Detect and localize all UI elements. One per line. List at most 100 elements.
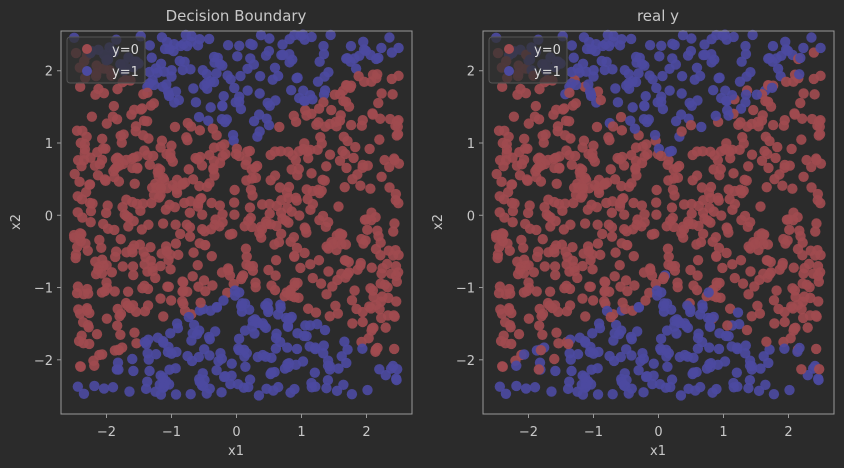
point-y0 bbox=[797, 278, 808, 289]
point-y1 bbox=[635, 355, 646, 367]
point-y1 bbox=[322, 375, 334, 386]
point-y0 bbox=[337, 145, 348, 157]
point-y0 bbox=[538, 137, 549, 148]
point-y1 bbox=[586, 364, 597, 375]
point-y0 bbox=[714, 277, 725, 289]
point-y1 bbox=[171, 318, 183, 329]
point-y1 bbox=[186, 36, 197, 48]
point-y0 bbox=[389, 218, 400, 229]
point-y0 bbox=[544, 286, 556, 297]
point-y0 bbox=[746, 149, 758, 160]
point-y1 bbox=[740, 89, 752, 100]
point-y1 bbox=[639, 100, 650, 111]
point-y1 bbox=[740, 40, 751, 52]
point-y0 bbox=[227, 228, 238, 240]
point-y0 bbox=[735, 255, 747, 266]
point-y1 bbox=[657, 70, 668, 82]
point-y0 bbox=[516, 234, 527, 246]
point-y1 bbox=[667, 38, 678, 50]
point-y0 bbox=[185, 196, 196, 207]
point-y0 bbox=[523, 313, 535, 324]
point-y0 bbox=[724, 303, 736, 314]
point-y0 bbox=[148, 98, 160, 109]
point-y1 bbox=[255, 30, 267, 41]
point-y0 bbox=[192, 201, 204, 212]
point-y0 bbox=[165, 295, 177, 306]
point-y0 bbox=[534, 83, 545, 95]
legend-label-y0: y=0 bbox=[112, 43, 139, 58]
point-y0 bbox=[575, 170, 586, 182]
point-y0 bbox=[794, 225, 805, 236]
point-y0 bbox=[705, 192, 716, 204]
point-y1 bbox=[159, 66, 170, 77]
point-y0 bbox=[155, 293, 166, 304]
point-y1 bbox=[318, 348, 329, 359]
point-y1 bbox=[235, 70, 246, 82]
point-y0 bbox=[165, 249, 176, 260]
point-y0 bbox=[185, 121, 197, 132]
point-y1 bbox=[140, 383, 152, 395]
point-y0 bbox=[614, 260, 625, 271]
point-y1 bbox=[784, 384, 795, 396]
point-y0 bbox=[318, 97, 329, 108]
point-y0 bbox=[668, 164, 679, 175]
point-y0 bbox=[393, 158, 405, 169]
point-y1 bbox=[124, 386, 135, 397]
point-y0 bbox=[374, 134, 385, 145]
point-y0 bbox=[288, 110, 299, 122]
point-y0 bbox=[336, 239, 347, 250]
y-tick-label: −2 bbox=[34, 354, 53, 369]
point-y0 bbox=[236, 271, 248, 283]
point-y0 bbox=[787, 283, 798, 294]
point-y0 bbox=[96, 268, 108, 279]
point-y0 bbox=[312, 144, 323, 155]
point-y0 bbox=[606, 231, 618, 242]
point-y0 bbox=[759, 145, 770, 157]
point-y1 bbox=[666, 374, 678, 385]
point-y1 bbox=[215, 347, 226, 359]
point-y1 bbox=[209, 326, 221, 337]
x-tick-label: 0 bbox=[654, 425, 662, 440]
point-y0 bbox=[810, 343, 822, 355]
point-y0 bbox=[561, 306, 573, 317]
point-y1 bbox=[706, 49, 717, 60]
point-y0 bbox=[233, 150, 245, 162]
point-y0 bbox=[678, 224, 690, 235]
point-y0 bbox=[676, 126, 687, 137]
point-y0 bbox=[691, 284, 703, 296]
point-y0 bbox=[132, 151, 143, 162]
point-y0 bbox=[264, 198, 275, 210]
point-y0 bbox=[289, 250, 300, 262]
point-y1 bbox=[626, 334, 637, 345]
point-y0 bbox=[187, 174, 199, 185]
point-y1 bbox=[566, 365, 577, 377]
point-y1 bbox=[655, 333, 667, 345]
point-y1 bbox=[292, 72, 303, 83]
point-y1 bbox=[339, 336, 350, 347]
point-y0 bbox=[170, 219, 181, 230]
point-y0 bbox=[810, 226, 821, 237]
point-y0 bbox=[798, 268, 809, 279]
point-y1 bbox=[577, 58, 589, 69]
point-y1 bbox=[333, 363, 344, 374]
point-y0 bbox=[153, 170, 164, 182]
point-y1 bbox=[592, 389, 604, 400]
y-tick-label: −2 bbox=[456, 354, 475, 369]
point-y1 bbox=[128, 365, 139, 377]
point-y1 bbox=[300, 320, 311, 331]
point-y1 bbox=[341, 357, 352, 369]
point-y0 bbox=[580, 311, 591, 322]
point-y0 bbox=[763, 162, 774, 174]
point-y0 bbox=[75, 361, 86, 373]
point-y0 bbox=[712, 155, 724, 166]
point-y1 bbox=[583, 79, 594, 90]
point-y1 bbox=[511, 360, 522, 371]
point-y0 bbox=[175, 228, 186, 240]
point-y1 bbox=[644, 39, 656, 51]
point-y1 bbox=[289, 29, 300, 41]
point-y0 bbox=[566, 159, 577, 171]
point-y1 bbox=[585, 379, 597, 390]
point-y0 bbox=[70, 252, 81, 264]
point-y0 bbox=[263, 264, 274, 276]
point-y0 bbox=[194, 125, 206, 136]
